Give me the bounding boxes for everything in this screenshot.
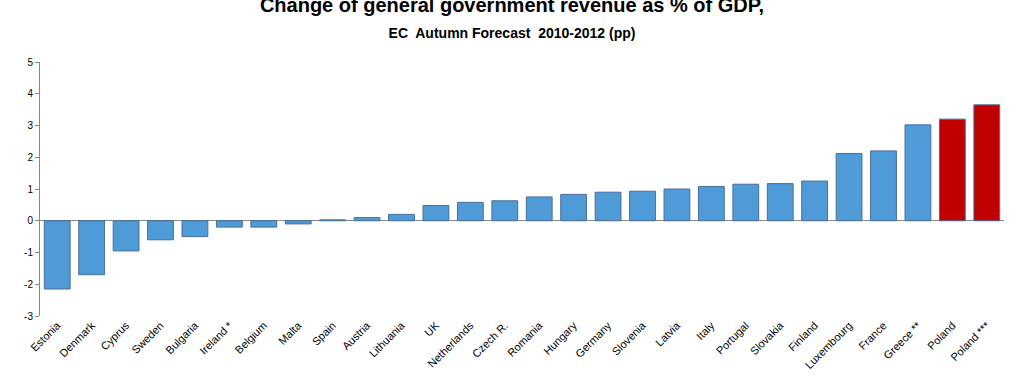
svg-text:Lithuania: Lithuania <box>367 319 408 360</box>
svg-text:Denmark: Denmark <box>57 319 97 359</box>
svg-text:Latvia: Latvia <box>653 319 683 349</box>
svg-text:Portugal: Portugal <box>714 319 751 356</box>
svg-text:Poland: Poland <box>925 319 958 352</box>
svg-text:Sweden: Sweden <box>129 319 166 356</box>
svg-text:5: 5 <box>27 57 33 68</box>
svg-text:Malta: Malta <box>276 319 304 347</box>
svg-text:Belgium: Belgium <box>233 319 270 356</box>
svg-text:4: 4 <box>27 88 33 99</box>
svg-text:Italy: Italy <box>694 319 717 342</box>
svg-text:Greece **: Greece ** <box>881 319 924 362</box>
svg-text:0: 0 <box>27 215 33 226</box>
svg-text:Estonia: Estonia <box>28 319 63 354</box>
svg-text:Netherlands: Netherlands <box>425 319 476 370</box>
svg-text:Spain: Spain <box>310 319 338 347</box>
svg-text:Slovenia: Slovenia <box>609 319 648 358</box>
svg-text:Bulgaria: Bulgaria <box>163 319 201 357</box>
svg-text:Finland: Finland <box>786 319 820 353</box>
svg-text:Change of general government r: Change of general government revenue as … <box>260 0 764 41</box>
svg-text:Slovakia: Slovakia <box>748 319 787 358</box>
svg-text:1: 1 <box>27 184 33 195</box>
svg-text:Hungary: Hungary <box>541 319 579 357</box>
svg-text:-3: -3 <box>24 311 33 322</box>
svg-text:Luxembourg: Luxembourg <box>803 319 855 371</box>
svg-text:France: France <box>856 319 889 352</box>
svg-text:-1: -1 <box>24 247 33 258</box>
svg-text:Czech R.: Czech R. <box>470 319 510 359</box>
svg-text:-2: -2 <box>24 279 33 290</box>
svg-text:Germany: Germany <box>573 319 614 360</box>
svg-text:UK: UK <box>422 319 442 339</box>
svg-text:Austria: Austria <box>340 319 373 352</box>
svg-text:Romania: Romania <box>505 319 545 359</box>
svg-text:Ireland *: Ireland * <box>197 319 235 357</box>
svg-text:Cyprus: Cyprus <box>98 319 131 352</box>
svg-text:Poland ***: Poland *** <box>948 319 992 363</box>
svg-text:2: 2 <box>27 152 33 163</box>
svg-text:3: 3 <box>27 120 33 131</box>
